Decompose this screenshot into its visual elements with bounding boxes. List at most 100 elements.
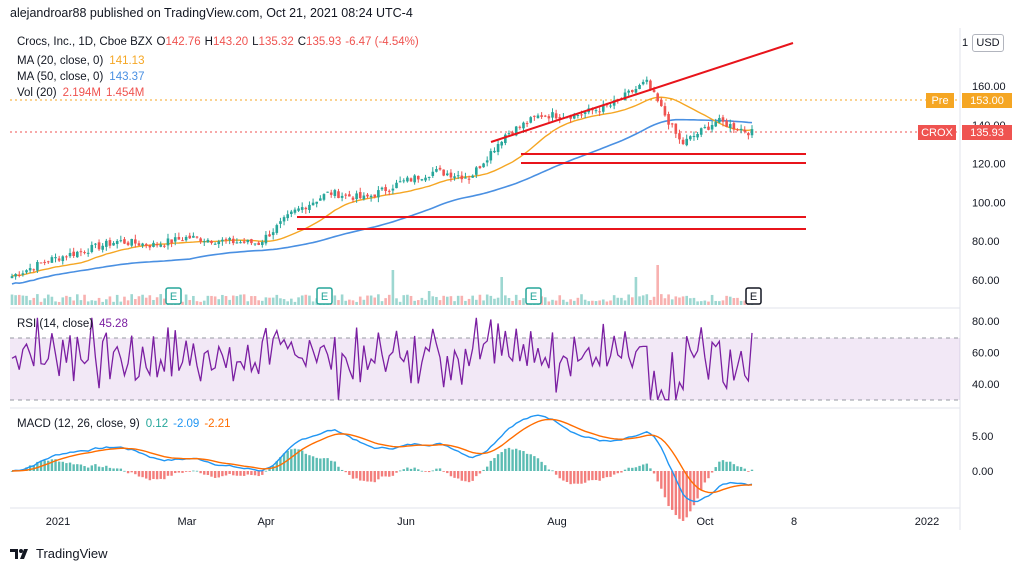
earnings-marker[interactable]: E	[316, 287, 333, 305]
candle-body	[326, 191, 329, 193]
macd-hist-bar	[482, 469, 485, 471]
volume-bar	[115, 294, 119, 305]
volume-bar	[627, 294, 630, 305]
footer-brand[interactable]: TradingView	[10, 546, 108, 561]
candle-body	[685, 138, 689, 146]
candle-body	[739, 128, 743, 131]
candle-body	[391, 188, 395, 191]
symbol-tag: CROX	[921, 127, 953, 139]
macd-hist-bar	[667, 471, 670, 507]
macd-hist-bar	[587, 471, 590, 481]
macd-hist-bar	[330, 460, 333, 471]
candle-body	[743, 129, 747, 132]
macd-hist-bar	[739, 466, 743, 471]
rsi-tick-label: 80.00	[972, 316, 1000, 328]
candle-body	[721, 117, 725, 122]
macd-hist-bar	[529, 454, 532, 471]
macd-hist-bar	[594, 471, 598, 481]
candle-body	[663, 106, 667, 116]
high-value: 143.20	[213, 36, 248, 48]
candle-body	[656, 93, 659, 102]
volume-bar	[609, 300, 612, 305]
volume-bar	[438, 300, 442, 305]
candle-body	[522, 122, 525, 129]
volume-bar	[57, 301, 61, 305]
volume-bar	[583, 299, 587, 305]
candle-body	[181, 240, 184, 242]
earnings-marker[interactable]: E	[525, 287, 542, 305]
candle-body	[199, 238, 202, 242]
candle-body	[163, 245, 166, 247]
candle-body	[105, 240, 108, 247]
macd-hist-bar	[184, 471, 188, 472]
currency-button[interactable]: USD	[972, 34, 1004, 52]
macd-hist-bar	[79, 464, 83, 471]
earnings-marker-upcoming[interactable]: E	[745, 287, 762, 305]
macd-hist-bar	[326, 458, 329, 471]
macd-hist-bar	[25, 467, 28, 471]
volume-bar	[231, 295, 235, 305]
candle-body	[21, 273, 25, 275]
volume-bar	[366, 295, 369, 305]
volume-bar	[638, 296, 641, 305]
macd-hist-bar	[199, 471, 202, 474]
candle-body	[707, 126, 710, 130]
macd-hist-bar	[721, 460, 725, 471]
volume-bar	[79, 300, 83, 305]
macd-hist-bar	[562, 471, 565, 481]
candle-body	[623, 92, 627, 101]
macd-hist-bar	[253, 471, 257, 476]
macd-hist-bar	[583, 471, 587, 483]
time-tick-label: Mar	[178, 516, 197, 528]
volume-bar	[464, 300, 467, 305]
volume-bar	[504, 295, 507, 305]
candle-body	[714, 121, 718, 127]
macd-hist-bar	[65, 463, 68, 471]
macd-hist-bar	[689, 471, 692, 512]
candle-body	[108, 240, 112, 246]
candle-body	[442, 169, 445, 176]
macd-hist-bar	[257, 471, 260, 477]
candle-body	[518, 126, 522, 128]
volume-bar	[649, 300, 652, 305]
candle-body	[358, 192, 362, 199]
volume-bar	[743, 300, 747, 305]
volume-bar	[736, 297, 739, 305]
candle-body	[369, 195, 373, 198]
volume-bar	[587, 301, 591, 305]
volume-bar	[456, 295, 460, 305]
volume-bar	[105, 299, 108, 305]
time-axis[interactable]: 2021 Mar Apr Jun Aug Oct 8 2022	[46, 516, 939, 528]
macd-hist-bar	[369, 471, 373, 482]
volume-bar	[39, 301, 43, 305]
candle-body	[333, 190, 337, 196]
candle-body	[137, 243, 141, 246]
volume-bar	[228, 299, 231, 305]
candle-body	[166, 238, 170, 246]
macd-hist-bar	[471, 471, 474, 481]
rising-trendline[interactable]	[490, 42, 794, 143]
volume-bar	[46, 294, 50, 305]
candle-body	[123, 239, 126, 244]
price-tick-label: 80.00	[972, 236, 1000, 248]
volume-bar	[369, 295, 373, 305]
earnings-marker[interactable]: E	[165, 287, 182, 305]
macd-hist-bar	[192, 470, 195, 472]
candle-body	[202, 241, 206, 243]
macd-hist-bar	[293, 448, 297, 471]
last-price-tag: CROX 135.93	[918, 125, 1012, 140]
candle-body	[144, 244, 148, 246]
candle-body	[159, 244, 163, 247]
macd-hist-bar	[344, 471, 347, 473]
candle-body	[344, 194, 348, 196]
macd-hist-bar	[10, 471, 14, 472]
macd-hist-bar	[188, 471, 191, 472]
candle-body	[32, 269, 36, 271]
candle-body	[355, 193, 358, 200]
volume-bar	[25, 295, 28, 305]
macd-hist-bar	[322, 458, 326, 471]
candle-body	[188, 235, 192, 239]
volume-bar	[362, 299, 366, 305]
